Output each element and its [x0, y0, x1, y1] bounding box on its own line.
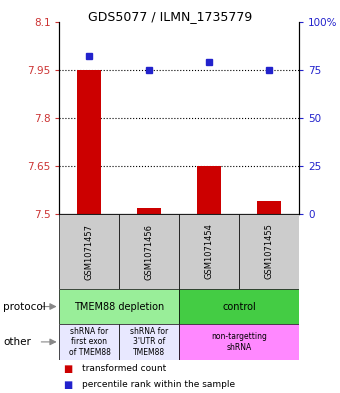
Bar [119, 324, 180, 360]
Text: other: other [3, 337, 31, 347]
Text: GSM1071454: GSM1071454 [205, 224, 214, 279]
Text: transformed count: transformed count [82, 364, 166, 373]
Bar [180, 289, 299, 324]
Bar [239, 214, 299, 289]
Text: GDS5077 / ILMN_1735779: GDS5077 / ILMN_1735779 [88, 10, 252, 23]
Text: control: control [222, 301, 256, 312]
Bar [137, 208, 162, 214]
Bar [197, 166, 221, 214]
Bar [78, 70, 101, 214]
Bar [257, 201, 281, 214]
Bar [180, 214, 239, 289]
Text: TMEM88 depletion: TMEM88 depletion [74, 301, 165, 312]
Text: shRNA for
3'UTR of
TMEM88: shRNA for 3'UTR of TMEM88 [130, 327, 169, 357]
Text: GSM1071457: GSM1071457 [85, 224, 94, 279]
Bar [59, 324, 119, 360]
Bar [59, 214, 119, 289]
Text: shRNA for
first exon
of TMEM88: shRNA for first exon of TMEM88 [69, 327, 110, 357]
Text: GSM1071456: GSM1071456 [145, 224, 154, 279]
Text: ■: ■ [63, 364, 72, 374]
Text: non-targetting
shRNA: non-targetting shRNA [211, 332, 267, 352]
Text: percentile rank within the sample: percentile rank within the sample [82, 380, 235, 389]
Text: ■: ■ [63, 380, 72, 389]
Text: GSM1071455: GSM1071455 [265, 224, 274, 279]
Bar [119, 214, 180, 289]
Bar [180, 324, 299, 360]
Bar [59, 289, 180, 324]
Text: protocol: protocol [3, 301, 46, 312]
